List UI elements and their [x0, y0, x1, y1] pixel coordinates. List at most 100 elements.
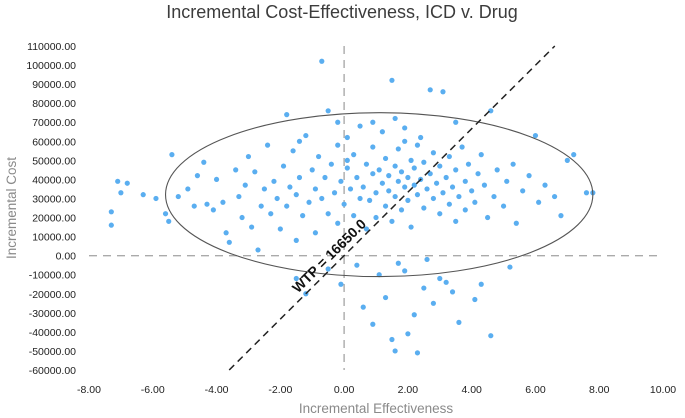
- data-point: [338, 178, 344, 184]
- data-point: [500, 203, 507, 209]
- data-point: [335, 220, 341, 226]
- y-tick-label: 20000.00: [32, 213, 76, 225]
- data-point: [338, 281, 344, 287]
- y-tick-label: -20000.00: [29, 289, 76, 301]
- data-point: [421, 205, 427, 211]
- data-point: [335, 119, 341, 125]
- data-point: [360, 184, 366, 190]
- data-point: [440, 190, 446, 196]
- data-point: [233, 167, 239, 173]
- data-point: [325, 266, 331, 272]
- data-point: [411, 165, 417, 171]
- data-point: [386, 188, 392, 194]
- data-point: [124, 180, 130, 186]
- data-point: [389, 218, 395, 224]
- data-point: [236, 193, 242, 200]
- data-point: [344, 157, 350, 163]
- data-point: [453, 218, 459, 224]
- data-point: [376, 272, 382, 278]
- data-point: [392, 115, 398, 122]
- data-point: [252, 169, 258, 175]
- data-point: [370, 171, 376, 177]
- data-point: [421, 159, 427, 165]
- data-point: [408, 157, 414, 163]
- data-point: [354, 174, 360, 181]
- y-tick-label: 80000.00: [32, 98, 76, 110]
- y-tick-label: 10000.00: [32, 232, 76, 244]
- data-point: [293, 192, 299, 198]
- data-point: [392, 193, 398, 200]
- data-point: [494, 167, 500, 173]
- data-point: [414, 192, 421, 198]
- data-point: [459, 144, 465, 150]
- data-point: [379, 180, 385, 186]
- data-point: [115, 178, 121, 184]
- y-tick-label: 110000.00: [27, 41, 76, 53]
- data-point: [242, 182, 248, 188]
- data-point: [411, 312, 417, 318]
- x-tick-label: -6.00: [141, 384, 165, 396]
- data-point: [354, 262, 360, 268]
- data-point: [204, 201, 210, 207]
- data-point: [542, 182, 548, 188]
- data-point: [370, 119, 376, 125]
- data-point: [430, 300, 436, 306]
- data-point: [411, 182, 417, 188]
- data-point: [316, 153, 322, 160]
- x-tick-label: 2.00: [398, 384, 419, 396]
- data-point: [402, 268, 408, 274]
- data-point: [392, 348, 398, 354]
- data-point: [424, 186, 430, 192]
- data-point: [456, 319, 462, 325]
- data-point: [363, 226, 370, 232]
- data-point: [255, 247, 261, 253]
- data-point: [402, 184, 408, 190]
- data-point: [449, 289, 456, 295]
- data-point: [191, 203, 197, 209]
- data-point: [488, 333, 494, 339]
- x-tick-label: 6.00: [525, 384, 546, 396]
- data-point: [446, 201, 452, 207]
- data-point: [418, 134, 424, 141]
- data-point: [475, 171, 481, 177]
- data-point: [261, 186, 267, 192]
- y-tick-label: -50000.00: [29, 346, 76, 358]
- data-point: [443, 174, 449, 181]
- data-point: [306, 199, 312, 205]
- data-point: [395, 146, 401, 152]
- data-point: [491, 193, 497, 200]
- data-point: [328, 161, 334, 167]
- data-point: [427, 171, 433, 177]
- y-tick-label: -40000.00: [29, 327, 76, 339]
- data-point: [344, 134, 350, 141]
- data-point: [472, 296, 478, 303]
- data-point: [405, 197, 411, 203]
- data-point: [456, 193, 462, 200]
- data-point: [341, 201, 347, 207]
- y-tick-label: 100000.00: [26, 60, 76, 72]
- x-axis-label: Incremental Effectiveness: [299, 401, 454, 416]
- data-point: [331, 190, 338, 196]
- data-point: [268, 211, 274, 217]
- data-point: [558, 213, 564, 219]
- chart-title: Incremental Cost-Effectiveness, ICD v. D…: [166, 2, 517, 22]
- data-point: [296, 174, 303, 181]
- scatter-points: [108, 58, 596, 356]
- data-point: [239, 214, 245, 221]
- data-point: [335, 142, 341, 148]
- data-point: [274, 195, 280, 202]
- data-point: [478, 152, 484, 158]
- data-point: [485, 214, 491, 221]
- data-point: [395, 260, 401, 266]
- data-point: [300, 213, 306, 219]
- data-point: [296, 138, 303, 144]
- data-point: [325, 211, 331, 217]
- data-point: [245, 153, 252, 160]
- data-point: [507, 264, 513, 270]
- data-point: [309, 167, 315, 173]
- y-tick-label: 90000.00: [32, 79, 76, 91]
- data-point: [564, 157, 570, 163]
- data-point: [424, 256, 430, 263]
- data-point: [312, 230, 319, 236]
- data-point: [166, 218, 172, 224]
